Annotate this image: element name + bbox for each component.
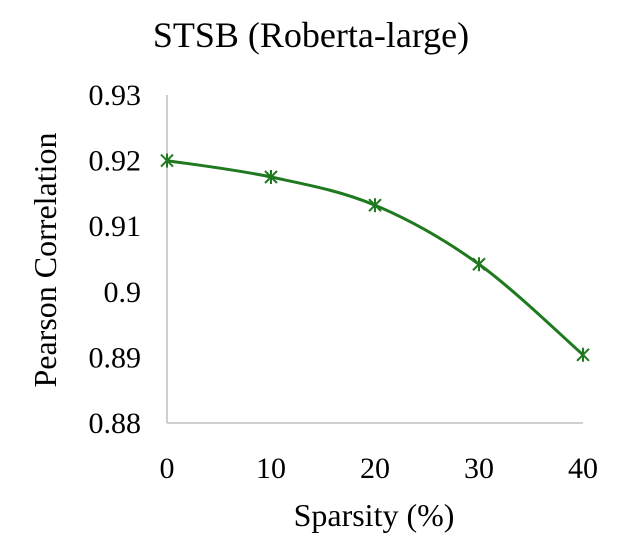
- series-group: [160, 153, 590, 362]
- data-point-marker: [368, 198, 382, 213]
- data-point-marker: [160, 153, 174, 168]
- x-tick-labels: 0 10 20 30 40: [160, 452, 599, 485]
- data-point-marker: [472, 257, 486, 272]
- data-point-marker: [264, 170, 278, 184]
- series-line: [166, 159, 584, 356]
- data-point-marker: [576, 347, 590, 362]
- y-tick-label: 0.93: [89, 79, 142, 112]
- x-tick-label: 30: [464, 452, 494, 485]
- y-tick-label: 0.92: [89, 145, 142, 178]
- y-tick-label: 0.89: [89, 341, 142, 374]
- x-tick-label: 40: [568, 452, 598, 485]
- x-tick-label: 10: [256, 452, 286, 485]
- chart-title: STSB (Roberta-large): [153, 15, 469, 55]
- x-tick-label: 0: [160, 452, 175, 485]
- x-tick-label: 20: [360, 452, 390, 485]
- y-tick-label: 0.91: [89, 210, 142, 243]
- y-tick-label: 0.88: [89, 407, 142, 440]
- x-axis-label: Sparsity (%): [294, 497, 455, 533]
- y-tick-label: 0.9: [104, 276, 142, 309]
- y-axis-label: Pearson Correlation: [27, 132, 63, 387]
- y-tick-labels: 0.93 0.92 0.91 0.9 0.89 0.88: [89, 79, 142, 440]
